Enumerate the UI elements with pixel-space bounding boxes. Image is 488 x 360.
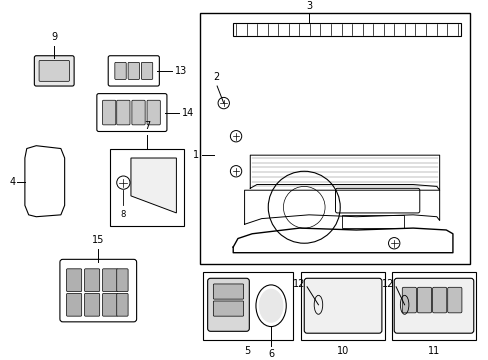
FancyBboxPatch shape [84, 293, 100, 316]
FancyBboxPatch shape [402, 287, 416, 313]
Bar [391, 272, 475, 340]
Bar [110, 149, 183, 226]
Text: 6: 6 [267, 349, 274, 359]
FancyBboxPatch shape [117, 100, 130, 125]
Text: 4: 4 [9, 177, 16, 187]
FancyBboxPatch shape [213, 284, 243, 299]
FancyBboxPatch shape [128, 62, 139, 80]
Text: 14: 14 [182, 108, 194, 118]
Polygon shape [25, 146, 64, 217]
FancyBboxPatch shape [60, 259, 136, 322]
Text: 1: 1 [193, 150, 199, 160]
FancyBboxPatch shape [102, 293, 118, 316]
Text: 12: 12 [381, 279, 393, 289]
FancyBboxPatch shape [447, 287, 461, 313]
Bar [342, 215, 403, 228]
FancyBboxPatch shape [108, 56, 159, 86]
FancyBboxPatch shape [84, 269, 100, 292]
FancyBboxPatch shape [39, 60, 69, 81]
FancyBboxPatch shape [207, 278, 249, 331]
FancyBboxPatch shape [115, 62, 126, 80]
Text: 5: 5 [244, 346, 250, 356]
Text: 12: 12 [292, 279, 305, 289]
Bar [200, 13, 469, 264]
FancyBboxPatch shape [141, 62, 152, 80]
FancyBboxPatch shape [417, 287, 431, 313]
FancyBboxPatch shape [393, 278, 473, 333]
FancyBboxPatch shape [117, 269, 128, 292]
FancyBboxPatch shape [34, 56, 74, 86]
FancyBboxPatch shape [335, 188, 419, 213]
Text: 8: 8 [121, 210, 126, 219]
Polygon shape [131, 158, 176, 213]
FancyBboxPatch shape [213, 301, 243, 316]
FancyBboxPatch shape [432, 287, 446, 313]
FancyBboxPatch shape [102, 100, 116, 125]
Text: 3: 3 [305, 1, 311, 11]
FancyBboxPatch shape [66, 293, 81, 316]
FancyBboxPatch shape [102, 269, 118, 292]
FancyBboxPatch shape [304, 278, 381, 333]
FancyBboxPatch shape [147, 100, 160, 125]
Text: 15: 15 [91, 235, 104, 245]
Bar [301, 272, 384, 340]
FancyBboxPatch shape [66, 269, 81, 292]
Text: 13: 13 [174, 66, 186, 76]
Text: 7: 7 [143, 121, 150, 131]
Text: 11: 11 [427, 346, 439, 356]
Bar [203, 272, 292, 340]
Ellipse shape [258, 289, 283, 323]
Text: 9: 9 [51, 32, 57, 42]
FancyBboxPatch shape [97, 94, 166, 131]
FancyBboxPatch shape [132, 100, 145, 125]
Text: 2: 2 [213, 72, 219, 82]
FancyBboxPatch shape [117, 293, 128, 316]
Bar [233, 23, 460, 36]
Text: 10: 10 [336, 346, 348, 356]
